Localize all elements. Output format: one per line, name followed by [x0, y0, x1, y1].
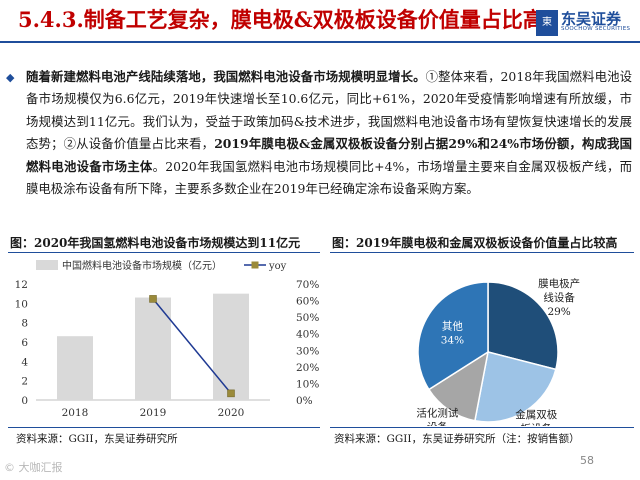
legend-line-label: yoy [268, 261, 287, 272]
pie-label-percent: 29% [547, 306, 570, 318]
body-text-1: ①整体来看，2018年我国燃料电池设备市场规模仅为6.6亿元，2019年快速增长… [26, 69, 632, 152]
y-axis-tick-label: 10 [15, 298, 28, 310]
equipment-share-pie-chart: 膜电极产线设备 29% 金属双极板设备24% 活化测试设备13% 其他 34% [416, 277, 580, 426]
y-axis-tick-label: 0 [21, 395, 28, 407]
legend-bar-swatch [36, 260, 58, 270]
pie-label-3: 其他 34% [441, 319, 464, 346]
yoy-series-line [152, 298, 232, 394]
y2-axis-tick-label: 40% [296, 329, 319, 341]
pie-slice-1 [474, 351, 557, 423]
pie-label-percent: 34% [441, 334, 464, 346]
y2-axis-tick-label: 60% [296, 296, 319, 308]
y-axis-tick-label: 6 [21, 337, 28, 349]
pie-label-name-line: 膜电极产 [538, 277, 580, 290]
x-axis-tick-label: 2020 [218, 407, 245, 419]
logo-english: SOOCHOW SECURITIES [561, 26, 631, 32]
logo-text: 东吴证券 [561, 10, 622, 28]
pie-slice-3 [417, 281, 489, 391]
right-figure-bottom-rule [330, 427, 634, 428]
diamond-bullet-icon: ◆ [6, 71, 15, 84]
left-figure-bottom-rule [8, 427, 320, 428]
x-axis-tick-label: 2019 [140, 407, 167, 419]
y2-axis-tick-label: 70% [296, 279, 319, 291]
legend-line-marker [251, 261, 259, 269]
body-paragraph: 随着新建燃料电池产线陆续落地，我国燃料电池设备市场规模明显增长。①整体来看，20… [26, 66, 632, 200]
header-divider [0, 41, 640, 43]
bar-2019 [135, 297, 171, 400]
yoy-point-2020 [227, 389, 235, 398]
legend-bar-label: 中国燃料电池设备市场规模（亿元） [62, 259, 222, 272]
left-figure-title: 图：2020年我国氢燃料电池设备市场规模达到11亿元 [10, 236, 301, 250]
y2-axis-tick-label: 50% [296, 312, 319, 324]
page-title: 5.4.3.制备工艺复杂，膜电极&双极板设备价值量占比高 [18, 7, 544, 32]
pie-label-2: 活化测试设备13% [416, 406, 458, 426]
yoy-point-2019 [149, 295, 157, 303]
watermark: © 大咖汇报 [4, 461, 63, 474]
bar-2020 [213, 293, 249, 400]
right-figure-source: 资料来源：GGII，东吴证券研究所（注：按销售额） [334, 433, 580, 445]
y2-axis-tick-label: 20% [296, 362, 319, 374]
right-figure-title: 图：2019年膜电极和金属双极板设备价值量占比较高 [332, 236, 618, 250]
pie-label-name-line: 活化测试 [416, 406, 458, 419]
y-axis-tick-label: 8 [21, 318, 28, 330]
page-number: 58 [580, 454, 594, 467]
y2-axis-tick-label: 30% [296, 345, 319, 357]
pie-slice-2 [427, 350, 490, 422]
market-size-chart: 中国燃料电池设备市场规模（亿元） yoy 0 2 4 6 8 10 12 0% 10% 20% 30% 4… [15, 259, 320, 419]
y2-axis-tick-label: 10% [296, 378, 319, 390]
highlight-text-2: 2019年膜电极&金属双极板设备分别占据29%和24%市场份额，构成我国燃料电池… [26, 136, 632, 174]
left-figure-source: 资料来源：GGII，东吴证券研究所 [16, 433, 178, 445]
pie-label-name-line: 板设备 [520, 422, 552, 426]
company-logo: 東 东吴证券 SOOCHOW SECURITIES [536, 10, 636, 36]
x-axis-tick-label: 2018 [62, 407, 89, 419]
highlight-text-1: 随着新建燃料电池产线陆续落地，我国燃料电池设备市场规模明显增长。 [26, 69, 426, 84]
logo-seal-icon: 東 [536, 10, 558, 36]
pie-label-0: 膜电极产线设备 29% [538, 277, 580, 318]
y-axis-tick-label: 4 [21, 356, 28, 368]
pie-label-1: 金属双极板设备24% [515, 408, 557, 426]
y-axis-tick-label: 12 [15, 279, 28, 291]
y2-axis-tick-label: 0% [296, 395, 313, 407]
pie-label-name-line: 其他 [442, 319, 463, 332]
pie-slice-0 [487, 281, 559, 371]
y-axis-tick-label: 2 [21, 376, 28, 388]
pie-label-name-line: 金属双极 [515, 408, 557, 421]
left-figure-rule [8, 252, 320, 253]
body-text-2: 。2020年我国氢燃料电池市场规模同比+4%，市场增量主要来自金属双极板产线，而… [26, 158, 633, 197]
pie-label-name-line: 线设备 [543, 291, 575, 304]
bar-2018 [57, 336, 93, 400]
right-figure-rule [330, 252, 634, 253]
pie-label-name-line: 设备 [427, 420, 448, 426]
